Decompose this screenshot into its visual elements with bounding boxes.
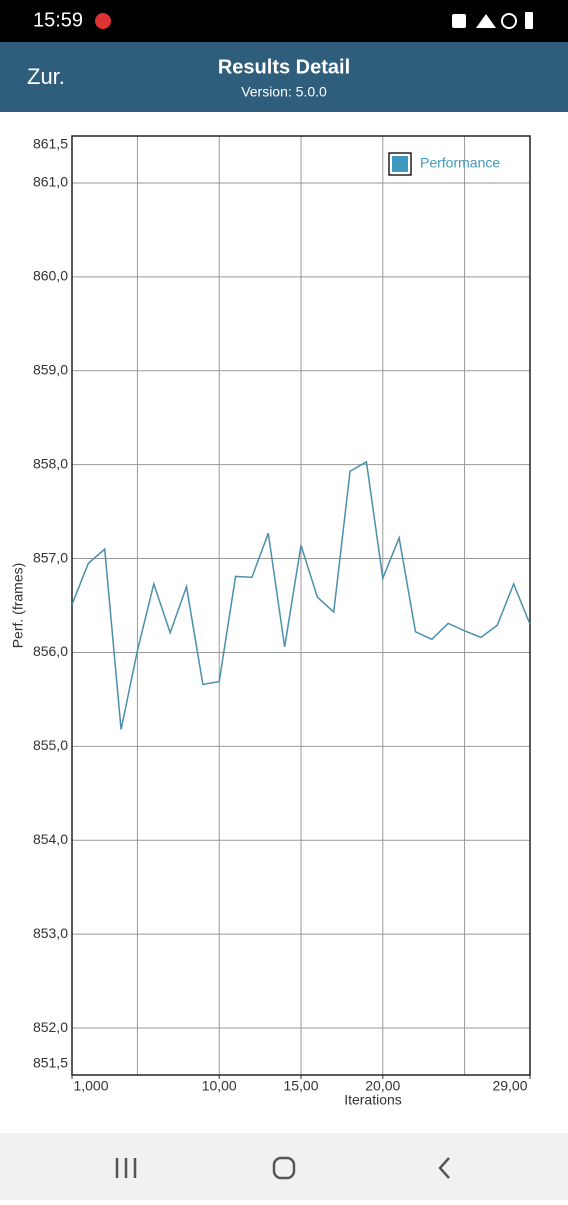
y-tick-label: 860,0 (33, 268, 68, 284)
y-tick-label: 861,0 (33, 174, 68, 190)
nav-bar (0, 1133, 568, 1200)
y-tick-label: 852,0 (33, 1019, 68, 1035)
x-axis-label: Iterations (344, 1092, 402, 1108)
legend-swatch (392, 156, 408, 172)
y-tick-label: 854,0 (33, 831, 68, 847)
app-icon (95, 13, 111, 29)
x-tick-label: 1,000 (73, 1078, 108, 1094)
x-tick-label: 20,00 (365, 1078, 400, 1094)
content (0, 112, 568, 1133)
home[interactable] (272, 1156, 296, 1180)
plot-border (71, 135, 531, 1076)
header-title: Results Detail (218, 56, 350, 78)
y-tick-label: 851,5 (33, 1055, 68, 1071)
y-tick-label: 859,0 (33, 361, 68, 377)
x-tick-label: 10,00 (202, 1078, 237, 1094)
y-axis-label: Perf. (frames) (10, 563, 26, 649)
back[interactable] (438, 1157, 450, 1179)
back-button[interactable]: Zur. (27, 64, 65, 89)
header-subtitle: Version: 5.0.0 (241, 84, 327, 100)
data-line (71, 460, 531, 730)
status-bar (0, 0, 568, 42)
y-tick-label: 861,5 (33, 136, 68, 152)
clock: 15:59 (33, 9, 83, 31)
y-tick-label: 858,0 (33, 455, 68, 471)
app-header (0, 42, 568, 112)
recent-apps[interactable] (115, 1158, 137, 1178)
x-tick-label: 15,00 (283, 1078, 318, 1094)
status-icons (452, 12, 533, 29)
y-tick-label: 853,0 (33, 925, 68, 941)
y-tick-label: 857,0 (33, 549, 68, 565)
legend-label: Performance (420, 155, 500, 171)
nav-icons (115, 1156, 450, 1180)
chart: 851,5 852,0 853,0 854,0 855,0 856,0 857,0 858,0… (10, 135, 531, 1108)
y-tick-label: 855,0 (33, 737, 68, 753)
y-tick-label: 856,0 (33, 643, 68, 659)
x-tick-label: 29,00 (492, 1078, 527, 1094)
